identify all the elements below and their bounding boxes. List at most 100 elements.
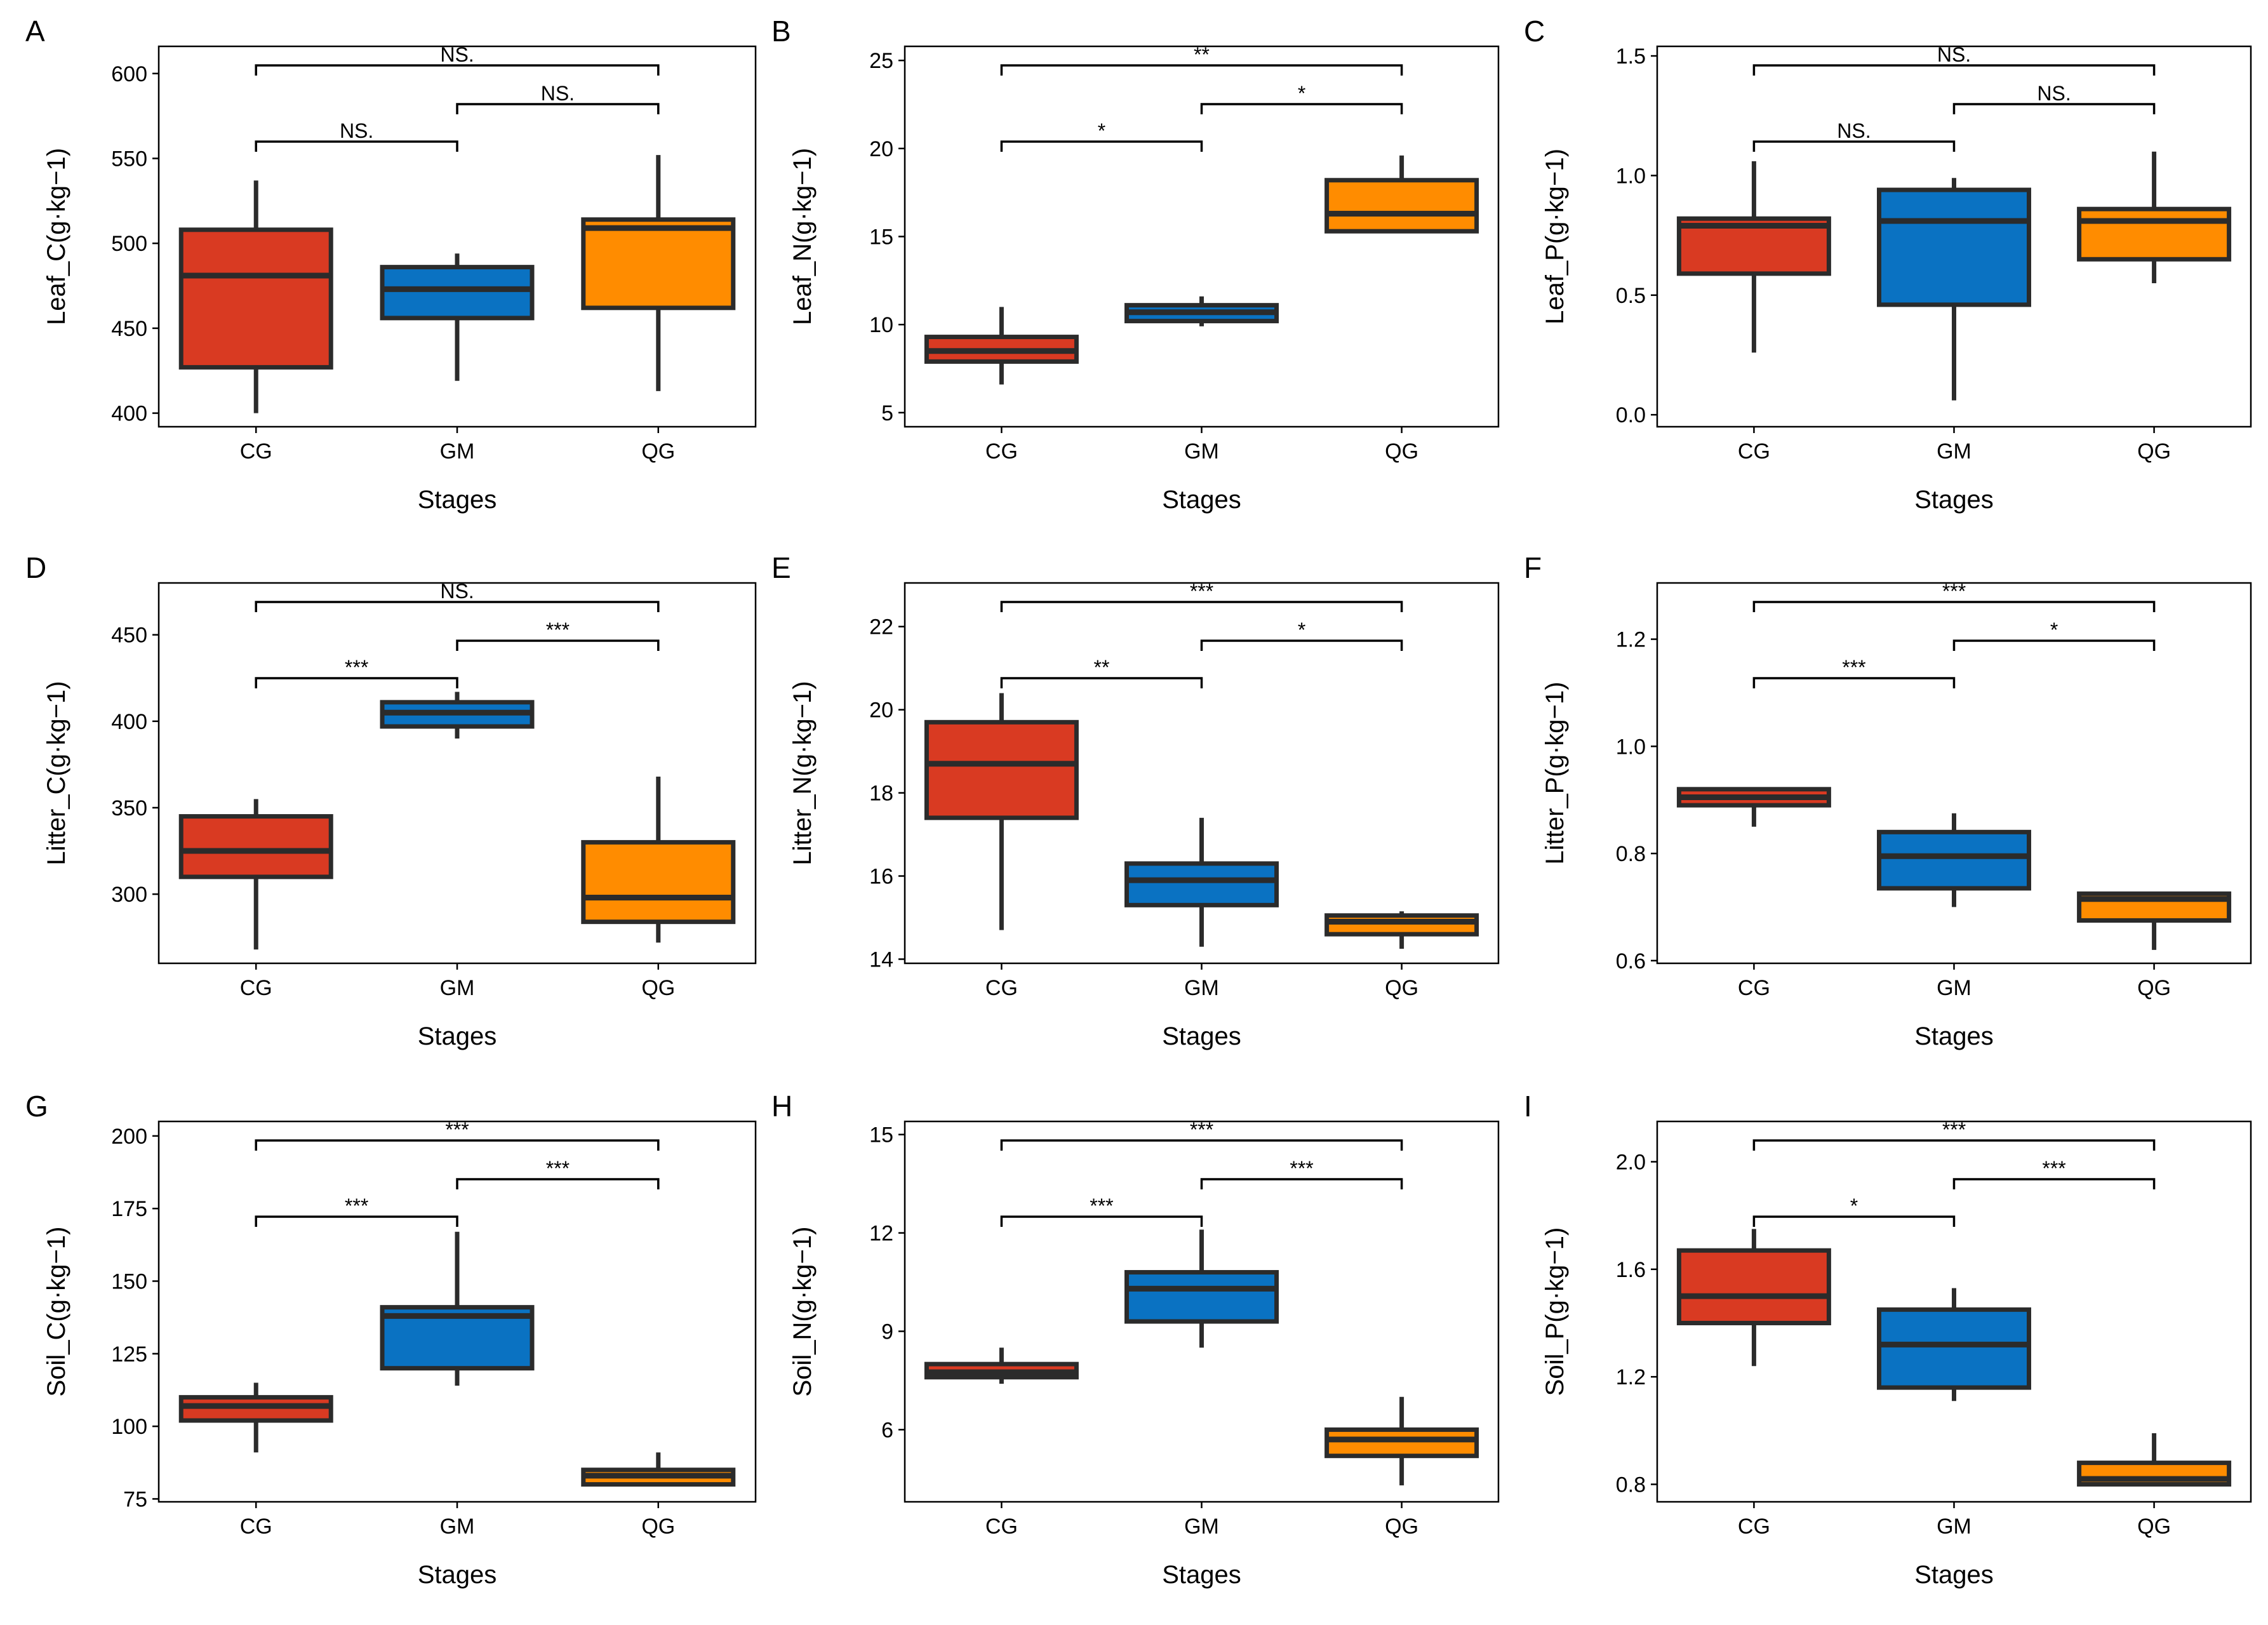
- panel-i: I 0.8 1.2 1.6 2.0 Soil_P(g·kg−1) CG GM QG Stages *…: [1524, 1090, 2252, 1589]
- box-body: [581, 217, 736, 311]
- box-body: [581, 839, 736, 925]
- box-body: [1877, 187, 2031, 307]
- y-tick-label: 1.6: [1616, 1258, 1646, 1282]
- y-tick-label: 450: [111, 624, 147, 648]
- box-cg: [1676, 1229, 1831, 1367]
- panel-g: G 75 100 125 150 175 200 Soil_C(g·kg−1) CG GM QG St…: [25, 1090, 757, 1589]
- y-axis-title: Leaf_P(g·kg−1): [1541, 149, 1569, 324]
- y-tick-label: 1.0: [1616, 735, 1646, 759]
- bracket-line: [1752, 1215, 1956, 1227]
- bracket-line: [1000, 1139, 1403, 1151]
- significance-bracket: NS.: [1752, 119, 1956, 152]
- bracket-line: [1000, 601, 1403, 612]
- bracket-line: [1752, 1139, 2156, 1151]
- x-tick-label: GM: [1937, 439, 1971, 464]
- y-tick-label: 300: [111, 883, 147, 907]
- box-cg: [924, 693, 1079, 930]
- bracket-line: [1000, 1215, 1203, 1227]
- y-axis-title: Soil_P(g·kg−1): [1541, 1227, 1569, 1396]
- bracket-line: [255, 140, 458, 152]
- significance-bracket: NS.: [255, 43, 660, 76]
- box-body: [178, 1394, 333, 1423]
- box-qg: [1324, 911, 1479, 949]
- box-gm: [1877, 178, 2031, 401]
- bracket-line: [1752, 601, 2156, 612]
- x-tick-label: QG: [1385, 439, 1418, 464]
- box-cg: [1676, 161, 1831, 353]
- significance-label: NS.: [440, 580, 474, 603]
- y-tick-label: 10: [869, 313, 893, 337]
- x-tick-label: CG: [1738, 976, 1770, 1000]
- bracket-line: [1200, 103, 1403, 114]
- x-tick-label: CG: [985, 1515, 1018, 1539]
- box-cg: [178, 1382, 333, 1453]
- significance-bracket: *: [1200, 619, 1403, 651]
- box-gm: [380, 692, 535, 739]
- y-tick-label: 12: [869, 1222, 893, 1246]
- y-tick-label: 450: [111, 317, 147, 341]
- box-cg: [178, 180, 333, 413]
- panel-letter: A: [25, 15, 45, 48]
- box-body: [1877, 1307, 2031, 1390]
- x-tick-label: CG: [240, 1515, 272, 1539]
- x-tick-label: GM: [1184, 976, 1219, 1000]
- box-cg: [924, 307, 1079, 385]
- significance-label: ***: [1190, 1118, 1213, 1141]
- box-body: [1324, 913, 1479, 937]
- x-tick-label: GM: [1937, 976, 1971, 1000]
- box-qg: [581, 1452, 736, 1487]
- significance-bracket: ***: [255, 1194, 458, 1227]
- x-axis-title: Stages: [1914, 1022, 1994, 1050]
- y-axis-title: Leaf_C(g·kg−1): [43, 148, 70, 325]
- significance-bracket: ***: [1752, 580, 2156, 612]
- panel-f: F 0.6 0.8 1.0 1.2 Litter_P(g·kg−1) CG GM QG Stage…: [1524, 551, 2252, 1050]
- y-tick-label: 2.0: [1616, 1150, 1646, 1174]
- box-qg: [1324, 1396, 1479, 1486]
- bracket-line: [255, 1139, 660, 1151]
- significance-label: **: [1194, 43, 1210, 66]
- bracket-line: [1200, 1178, 1403, 1189]
- significance-bracket: ***: [1200, 1157, 1403, 1189]
- box-cg: [1676, 787, 1831, 827]
- significance-bracket: *: [1952, 619, 2156, 651]
- x-axis-title: Stages: [418, 1022, 497, 1050]
- significance-label: *: [1098, 119, 1105, 142]
- box-qg: [2077, 891, 2232, 950]
- y-tick-label: 0.8: [1616, 842, 1646, 866]
- y-tick-label: 200: [111, 1125, 147, 1149]
- x-tick-label: CG: [1738, 439, 1770, 464]
- x-tick-label: GM: [1937, 1515, 1971, 1539]
- x-tick-label: QG: [1385, 976, 1418, 1000]
- x-tick-label: CG: [240, 439, 272, 464]
- x-axis-title: Stages: [418, 1561, 497, 1589]
- significance-bracket: ***: [1000, 1118, 1403, 1151]
- significance-label: NS.: [340, 119, 373, 142]
- significance-label: *: [2050, 619, 2058, 641]
- x-tick-label: GM: [440, 439, 475, 464]
- panel-letter: F: [1524, 551, 1542, 584]
- box-gm: [1124, 1229, 1279, 1348]
- y-tick-label: 15: [869, 225, 893, 250]
- bracket-line: [1952, 1178, 2156, 1189]
- bracket-line: [1952, 639, 2156, 651]
- panel-letter: B: [771, 15, 791, 48]
- significance-label: ***: [345, 656, 368, 679]
- box-cg: [924, 1347, 1079, 1384]
- y-tick-label: 15: [869, 1123, 893, 1147]
- bracket-line: [1000, 677, 1203, 688]
- significance-bracket: **: [1000, 656, 1203, 688]
- x-axis-title: Stages: [1914, 486, 1994, 514]
- significance-label: ***: [445, 1118, 469, 1141]
- bracket-line: [1000, 140, 1203, 152]
- x-tick-label: QG: [641, 1515, 675, 1539]
- box-body: [178, 227, 333, 370]
- significance-bracket: ***: [1752, 1118, 2156, 1151]
- x-tick-label: QG: [2137, 1515, 2171, 1539]
- x-tick-label: GM: [440, 1515, 475, 1539]
- x-tick-label: GM: [440, 976, 475, 1000]
- x-tick-label: QG: [2137, 976, 2171, 1000]
- y-tick-label: 0.5: [1616, 284, 1646, 308]
- box-body: [178, 814, 333, 879]
- significance-bracket: ***: [1752, 656, 1956, 688]
- significance-label: NS.: [1837, 119, 1871, 142]
